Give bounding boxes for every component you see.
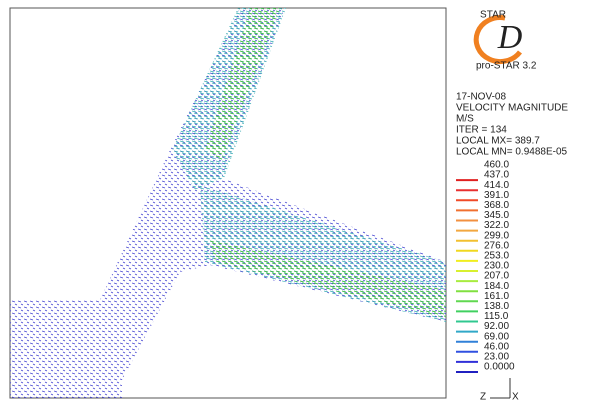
legend: 460.0437.0414.0391.0368.0345.0322.0299.0… xyxy=(456,160,515,373)
legend-label: 0.0000 xyxy=(484,362,515,373)
info-line: M/S xyxy=(456,114,474,125)
screen: STAR D pro-STAR 3.2 17-NOV-08VELOCITY MA… xyxy=(0,0,593,403)
axis-triad: Z X xyxy=(480,378,519,403)
info-line: ITER = 134 xyxy=(456,125,507,136)
info-line: LOCAL MX= 389.7 xyxy=(456,136,540,147)
logo-letter: D xyxy=(497,19,523,56)
axis-x: X xyxy=(512,392,519,403)
logo: STAR D xyxy=(476,10,523,62)
info-line: VELOCITY MAGNITUDE xyxy=(456,103,568,114)
info-line: 17-NOV-08 xyxy=(456,92,506,103)
axis-z: Z xyxy=(480,392,486,403)
info-line: LOCAL MN= 0.9488E-05 xyxy=(456,147,568,158)
product: pro-STAR 3.2 xyxy=(476,61,537,72)
